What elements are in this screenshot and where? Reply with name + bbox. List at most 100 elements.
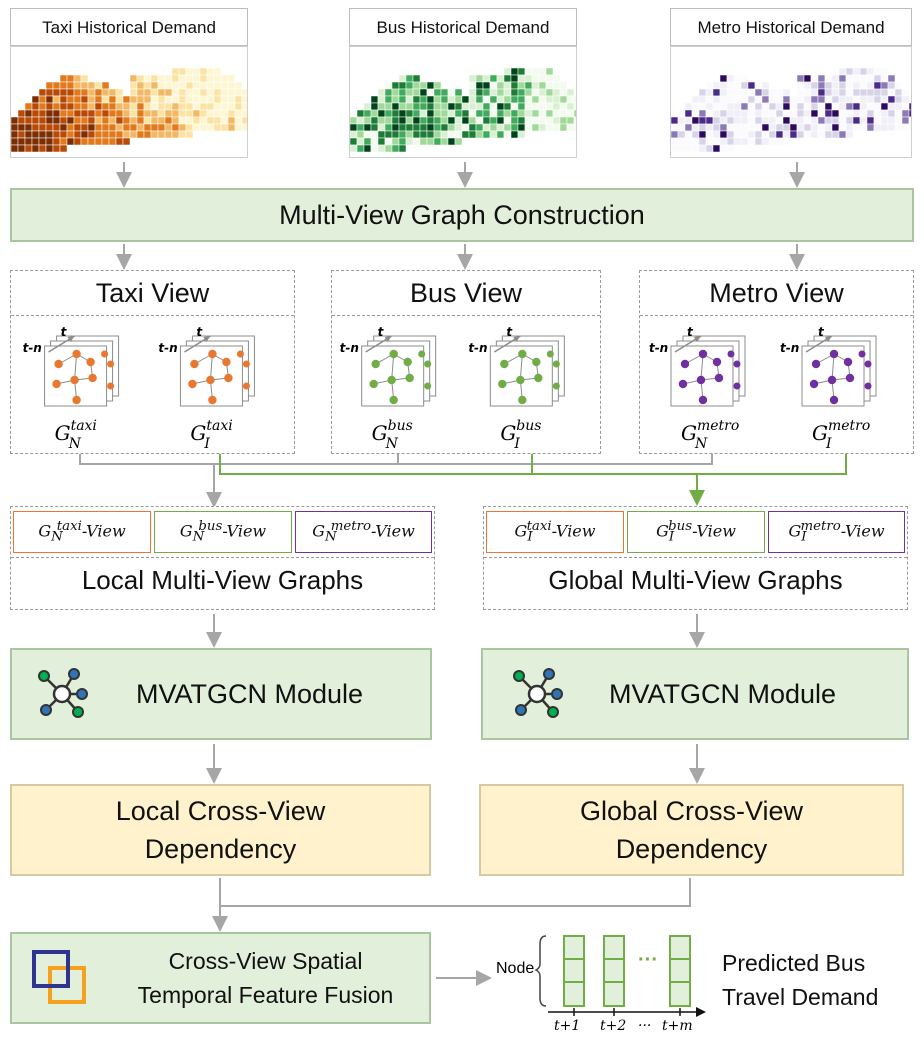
graph-network-icon [38,668,88,718]
prediction-column-m [669,935,691,1007]
map-region [454,137,463,146]
node-brace [534,935,547,1007]
fusion-icon [32,950,86,1004]
global-dependency-line2: Dependency [615,834,768,864]
map-region [845,130,854,139]
metro-demand-label: Metro Historical Demand [670,8,912,46]
svg-text:t-n: t-n [780,341,799,355]
prediction-column-2 [603,935,625,1007]
svg-text:I: I [513,436,520,452]
graph-label: Gbus [500,418,541,445]
bus-view-title: Bus View [409,278,523,308]
prediction-column-1 [563,935,585,1007]
multi-view-graph-construction: Multi-View Graph Construction [10,188,914,242]
map-region [573,116,576,125]
graph-label: Gbus [372,418,413,445]
map-region [185,130,194,139]
predicted-line2: Travel Demand [722,984,879,1010]
tick-t1: t+1 [554,1018,580,1034]
global-multi-view-graphs: GItaxi-View GIbus-View GImetro-View Glob… [483,506,908,610]
map-region [908,116,911,125]
map-region [908,95,911,104]
feature-fusion-module: Cross-View Spatial Temporal Feature Fusi… [10,932,431,1024]
local-taxi-view: NGNtaxi-View [13,511,151,553]
map-region [908,109,911,118]
global-dependency-line1: Global Cross-View [579,796,804,826]
map-region [241,123,247,132]
local-multi-view-title: Local Multi-View Graphs [81,565,364,595]
taxi-demand-map [10,46,248,158]
map-region [573,95,576,104]
map-region [573,102,576,111]
global-metro-view: GImetro-View [768,511,905,553]
bus-demand-label: Bus Historical Demand [349,8,577,46]
taxi-view-title: Taxi View [95,278,210,308]
map-region [573,123,576,132]
map-region [59,144,68,153]
map-region [726,144,735,153]
map-region [573,109,576,118]
svg-text:N: N [68,436,82,452]
svg-text:t: t [61,325,68,339]
svg-text:t: t [506,325,513,339]
metro-demand-map [670,46,912,158]
local-dependency-line1: Local Cross-View [115,796,326,826]
svg-text:t: t [378,325,385,339]
svg-text:I: I [203,436,210,452]
predicted-bus-demand-label: Predicted Bus Travel Demand [722,946,912,1014]
global-bus-view: GIbus-View [627,511,765,553]
map-region [908,123,911,132]
svg-text:t-n: t-n [23,341,42,355]
svg-text:t: t [196,325,203,339]
map-region [908,102,911,111]
svg-text:t-n: t-n [468,341,487,355]
svg-text:t-n: t-n [340,341,359,355]
local-bus-view: GNbus-View [154,511,292,553]
local-module-label: MVATGCN Module [136,678,364,709]
svg-text:I: I [825,436,832,452]
map-region [122,137,131,146]
tick-tm: t+m [662,1018,693,1034]
svg-text:t: t [687,325,694,339]
global-mvatgcn-module: MVATGCN Module [481,648,909,740]
bus-demand-map [349,46,577,158]
local-multi-view-graphs: NGNtaxi-View GNbus-View GNmetro-View Loc… [10,506,435,610]
svg-text:t: t [818,325,825,339]
graph-label: Gtaxi [190,418,232,445]
global-multi-view-title: Global Multi-View Graphs [548,565,843,595]
metro-view-title: Metro View [709,278,844,308]
local-dependency-line2: Dependency [144,834,297,864]
global-cross-view-dependency: Global Cross-View Dependency [479,784,904,876]
local-mvatgcn-module: MVATGCN Module [10,648,432,740]
svg-text:t-n: t-n [158,341,177,355]
svg-text:t-n: t-n [649,341,668,355]
tick-ellipsis: ··· [638,1018,651,1034]
map-region [398,144,407,153]
column-ellipsis: ··· [638,949,658,971]
taxi-demand-label: Taxi Historical Demand [10,8,248,46]
node-label: Node [496,960,534,977]
global-module-label: MVATGCN Module [609,678,837,709]
map-region [517,130,526,139]
fusion-label-line1: Cross-View Spatial [168,948,363,974]
local-cross-view-dependency: Local Cross-View Dependency [10,784,431,876]
predicted-line1: Predicted Bus [722,950,866,976]
svg-text:N: N [694,436,708,452]
fusion-label-line2: Temporal Feature Fusion [137,982,394,1008]
construction-label: Multi-View Graph Construction [279,199,645,230]
map-region [782,137,791,146]
graph-network-icon [513,668,563,718]
graph-label: Gtaxi [55,418,97,445]
local-metro-view: GNmetro-View [295,511,432,553]
prediction-output: Node ··· t+1 t+2 ··· t+m [496,935,706,1034]
